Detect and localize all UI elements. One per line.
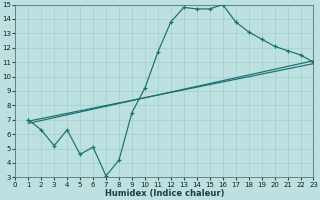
X-axis label: Humidex (Indice chaleur): Humidex (Indice chaleur) <box>105 189 224 198</box>
